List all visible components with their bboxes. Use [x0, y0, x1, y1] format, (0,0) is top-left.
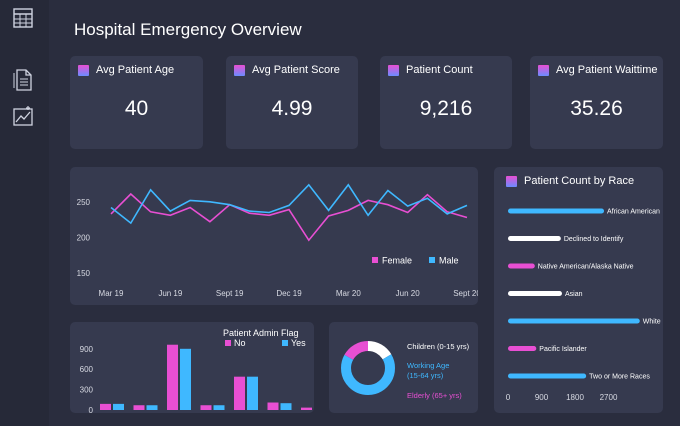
gradient-icon: [506, 175, 517, 187]
x-tick-label: 1800: [566, 393, 584, 402]
y-tick-label: 300: [80, 386, 94, 395]
race-bar-label: Two or More Races: [589, 373, 650, 380]
gradient-icon: [388, 64, 399, 76]
donut-label-line: Elderly (65+ yrs): [407, 391, 462, 400]
line-chart: 150 200 250 Mar 19 Jun 19 Sept 19 Dec 19 Mar 20…: [77, 183, 481, 298]
legend-swatch-yes: [282, 340, 288, 346]
legend-swatch-female: [372, 257, 378, 263]
kpi-card-waittime: Avg Patient Waittime 35.26: [530, 56, 663, 149]
y-tick-label: 250: [77, 198, 91, 207]
legend-label-female: Female: [382, 256, 412, 266]
race-bar-label: White: [643, 318, 661, 325]
line-chart-card: 150 200 250 Mar 19 Jun 19 Sept 19 Dec 19 Mar 20…: [70, 167, 481, 305]
x-tick-label: Sept 19: [216, 289, 244, 298]
race-bar: [508, 346, 537, 351]
race-bar-label: African American: [607, 208, 660, 215]
y-tick-label: 200: [77, 233, 91, 242]
series-line-male: [110, 183, 468, 225]
donut-slice: [341, 341, 395, 395]
gradient-icon: [234, 64, 245, 76]
y-tick-label: 0: [89, 406, 94, 413]
admin-bar-yes: [146, 405, 158, 410]
admin-bar-no: [301, 407, 312, 410]
donut-label-line: Working Age: [407, 361, 449, 370]
legend-label-male: Male: [439, 256, 459, 266]
race-bar: [508, 318, 640, 324]
admin-flag-card: 0 300 600 900 Patient Admin Flag No Yes: [70, 322, 325, 415]
kpi-value: 4.99: [271, 97, 313, 120]
gradient-icon: [78, 64, 89, 76]
race-bar-label: Declined to Identify: [564, 236, 624, 243]
race-bar: [508, 373, 587, 379]
legend-swatch-no: [225, 340, 231, 346]
admin-bar-yes: [213, 405, 225, 410]
donut-label-line: (15-64 yrs): [407, 371, 444, 380]
kpi-card-score: Avg Patient Score 4.99: [226, 56, 358, 149]
y-tick-label: 150: [77, 269, 91, 278]
gradient-icon: [538, 64, 549, 76]
admin-bar-yes: [247, 376, 258, 410]
x-tick-label: Sept 20: [453, 289, 478, 298]
kpi-card-age: Avg Patient Age 40: [70, 56, 203, 149]
admin-bar-no: [133, 405, 145, 410]
race-chart-card: Patient Count by Race African American De…: [494, 167, 663, 413]
donut-label-line: Children (0-15 yrs): [407, 342, 470, 351]
legend-swatch-male: [429, 257, 435, 263]
legend-label-yes: Yes: [291, 338, 306, 348]
race-bar-label: Pacific Islander: [539, 346, 587, 353]
y-tick-label: 600: [80, 365, 94, 374]
kpi-value: 40: [124, 97, 149, 120]
x-tick-label: 0: [506, 393, 511, 402]
race-bar: [508, 263, 535, 269]
x-tick-label: Mar 19: [99, 289, 124, 298]
series-line-female: [110, 192, 468, 242]
kpi-label: Avg Patient Waittime: [556, 64, 658, 76]
report-doc-icon[interactable]: [11, 68, 35, 92]
admin-bar-no: [200, 405, 212, 410]
kpi-value: 35.26: [570, 97, 623, 120]
x-tick-label: 2700: [600, 393, 618, 402]
race-bar-label: Asian: [565, 291, 583, 298]
race-chart-title: Patient Count by Race: [524, 175, 635, 187]
x-tick-label: Dec 19: [276, 289, 302, 298]
race-bar-label: Native American/Alaska Native: [538, 263, 634, 270]
sidebar: [0, 0, 49, 426]
y-tick-label: 900: [80, 345, 94, 354]
kpi-label: Avg Patient Score: [252, 64, 340, 76]
x-tick-label: Jun 19: [158, 289, 183, 298]
admin-bar-no: [267, 402, 279, 410]
age-group-card: Children (0-15 yrs) Working Age (15-64 yrs…: [329, 322, 478, 413]
race-bar: [508, 208, 605, 214]
kpi-value: 9,216: [419, 97, 473, 120]
kpi-label: Patient Count: [406, 64, 473, 76]
kpi-label: Avg Patient Age: [96, 64, 175, 76]
chart-icon[interactable]: [11, 104, 35, 128]
admin-bar-yes: [280, 403, 292, 410]
admin-bar-yes: [113, 403, 124, 410]
race-bar: [508, 236, 561, 241]
admin-bar-no: [167, 344, 178, 410]
x-tick-label: 900: [535, 393, 549, 402]
age-group-donut: Children (0-15 yrs) Working Age (15-64 yrs…: [341, 341, 470, 400]
donut-label: Children (0-15 yrs): [407, 342, 470, 351]
donut-label: Working Age (15-64 yrs): [407, 361, 449, 380]
page-title: Hospital Emergency Overview: [74, 20, 302, 39]
donut-label: Elderly (65+ yrs): [407, 391, 462, 400]
dashboard-grid-icon[interactable]: [11, 6, 35, 30]
admin-legend-title: Patient Admin Flag: [223, 328, 299, 338]
legend-label-no: No: [234, 338, 246, 348]
race-bar-chart: African American Declined to Identify Nati…: [506, 208, 661, 402]
donut-slice: [341, 341, 395, 395]
admin-bar-no: [100, 403, 111, 410]
kpi-card-count: Patient Count 9,216: [380, 56, 512, 149]
x-tick-label: Jun 20: [396, 289, 421, 298]
x-tick-label: Mar 20: [336, 289, 361, 298]
admin-bar-no: [234, 376, 245, 410]
admin-bar-yes: [180, 348, 191, 410]
race-bar: [508, 291, 562, 296]
